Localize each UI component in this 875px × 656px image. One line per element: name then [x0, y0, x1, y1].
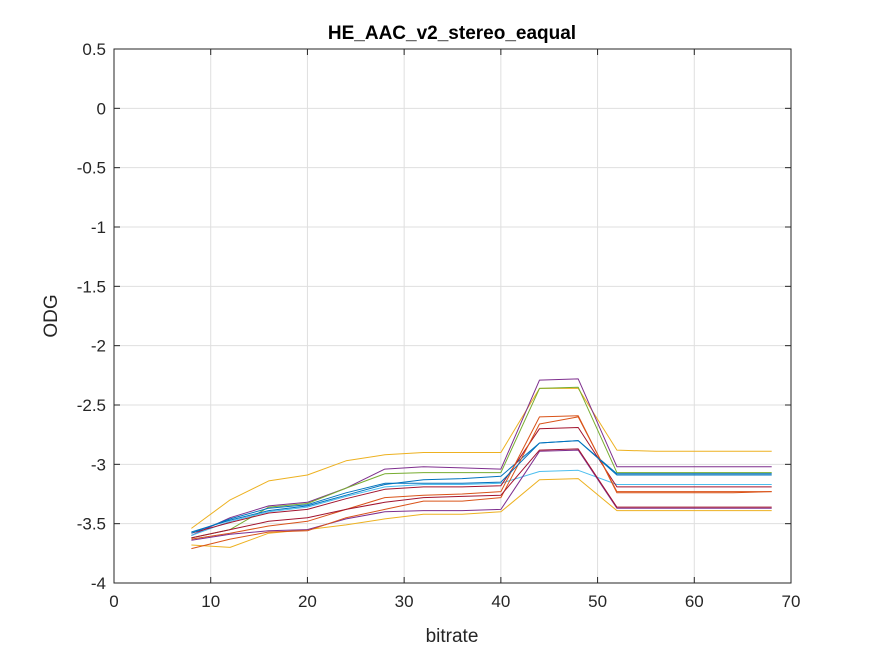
y-tick-label: -3.5 [77, 515, 106, 534]
series-line-12 [191, 448, 772, 539]
x-tick-label: 30 [395, 592, 414, 611]
y-tick-label: -0.5 [77, 159, 106, 178]
series-line-3 [191, 386, 772, 539]
series-line-7 [191, 415, 772, 540]
series-line-4 [191, 440, 772, 533]
y-tick-label: -1 [91, 218, 106, 237]
x-tick-label: 10 [201, 592, 220, 611]
x-tick-label: 40 [491, 592, 510, 611]
x-tick-label: 60 [685, 592, 704, 611]
series-line-10 [191, 416, 772, 550]
x-axis-label: bitrate [426, 626, 479, 647]
series-line-9 [191, 449, 772, 541]
y-tick-label: -4 [91, 574, 106, 593]
x-tick-label: 20 [298, 592, 317, 611]
y-tick-label: -2 [91, 337, 106, 356]
ticks: 0 10 20 30 40 50 60 70 0.5 0 -0.5 -1 -1.5 -2 -2.5 -3 -3.… [77, 40, 801, 611]
x-tick-label: 50 [588, 592, 607, 611]
y-tick-label: -3 [91, 455, 106, 474]
x-tick-label: 70 [782, 592, 801, 611]
series-line-2 [191, 378, 772, 536]
y-tick-label: 0.5 [82, 40, 106, 59]
axes-box [113, 48, 792, 584]
plot-area [114, 49, 791, 583]
y-tick-label: -1.5 [77, 277, 106, 296]
y-tick-label: 0 [97, 99, 106, 118]
series-line-1 [191, 387, 772, 529]
series-lines [191, 378, 772, 550]
y-axis-label: ODG [41, 294, 62, 337]
chart-title: HE_AAC_v2_stereo_eaqual [328, 23, 576, 44]
series-line-6 [191, 427, 772, 534]
x-tick-label: 0 [109, 592, 118, 611]
y-tick-label: -2.5 [77, 396, 106, 415]
series-line-5 [191, 469, 772, 536]
series-line-11 [191, 440, 772, 534]
